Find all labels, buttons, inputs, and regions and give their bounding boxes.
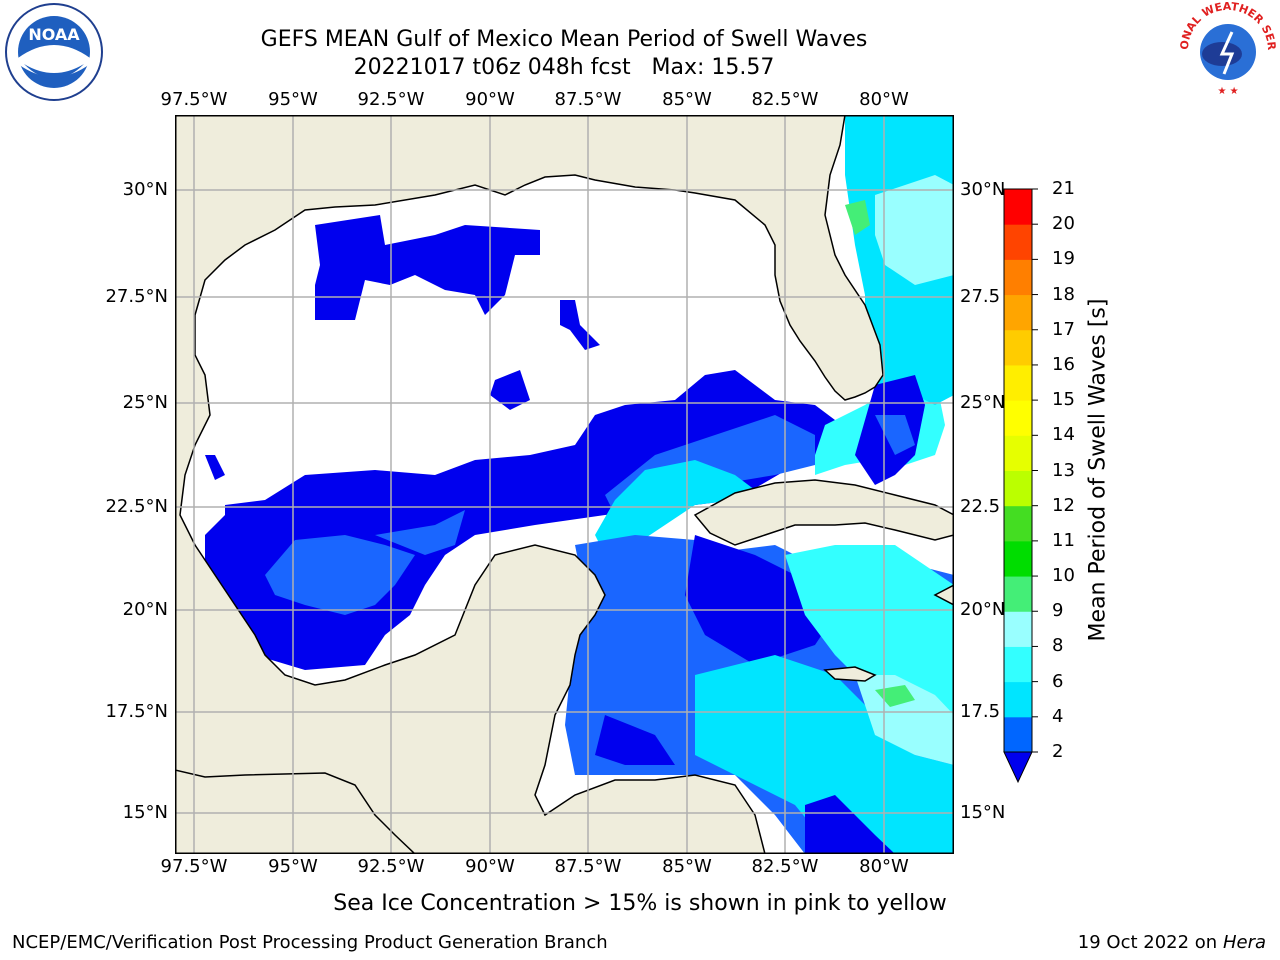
colorbar-tick-label: 14 <box>1052 424 1075 446</box>
colorbar-band <box>1004 224 1032 260</box>
lat-label-left: 15°N <box>122 802 168 823</box>
lon-label-top: 90°W <box>465 89 515 110</box>
lat-label-left: 17.5°N <box>105 701 168 722</box>
colorbar-tick-label: 16 <box>1052 353 1075 375</box>
lon-label-top: 97.5°W <box>160 89 228 110</box>
colorbar-extend-arrow <box>1003 751 1033 784</box>
colorbar-band <box>1004 259 1032 296</box>
gulf-of-mexico-map <box>175 115 954 854</box>
colorbar-band <box>1004 435 1032 471</box>
lon-label-top: 80°W <box>859 89 909 110</box>
footer-host: Hera <box>1222 932 1266 953</box>
footer-credit: NCEP/EMC/Verification Post Processing Pr… <box>12 932 608 953</box>
lon-label-top: 82.5°W <box>751 89 819 110</box>
lat-label-right: 30°N <box>960 179 1006 200</box>
lat-label-right: 15°N <box>960 802 1006 823</box>
lat-label-left: 25°N <box>122 392 168 413</box>
colorbar-band <box>1004 189 1032 225</box>
colorbar-tick-label: 11 <box>1052 529 1075 551</box>
colorbar-band <box>1004 400 1032 436</box>
colorbar-band <box>1004 611 1032 647</box>
colorbar-band <box>1004 329 1032 366</box>
lon-label-bottom: 87.5°W <box>554 856 622 877</box>
lon-label-bottom: 80°W <box>859 856 909 877</box>
colorbar-band <box>1004 470 1032 507</box>
colorbar-band <box>1004 294 1032 331</box>
colorbar-band <box>1004 364 1032 401</box>
colorbar-tick-label: 13 <box>1052 459 1075 481</box>
lon-label-bottom: 97.5°W <box>160 856 228 877</box>
colorbar-tick-label: 6 <box>1052 670 1064 692</box>
colorbar-tick-label: 10 <box>1052 565 1075 587</box>
colorbar-tick-label: 15 <box>1052 389 1075 411</box>
lat-label-right: 22.5 <box>960 496 1001 517</box>
colorbar-tick-label: 18 <box>1052 283 1075 305</box>
footer-date-text: 19 Oct 2022 on <box>1077 932 1223 953</box>
colorbar-tick-label: 4 <box>1052 705 1064 727</box>
colorbar-tick-label: 8 <box>1052 635 1064 657</box>
sea-ice-note: Sea Ice Concentration > 15% is shown in … <box>333 891 947 916</box>
lat-label-left: 30°N <box>122 179 168 200</box>
footer-date: 19 Oct 2022 on Hera <box>1078 932 1266 953</box>
colorbar-label: Mean Period of Swell Waves [s] <box>1085 298 1111 642</box>
gridlines <box>175 115 954 854</box>
lat-label-right: 17.5 <box>960 701 1001 722</box>
lat-label-left: 27.5°N <box>105 286 168 307</box>
lon-label-bottom: 95°W <box>268 856 318 877</box>
colorbar-tick-label: 9 <box>1052 600 1064 622</box>
lat-label-right: 20°N <box>960 599 1006 620</box>
lon-label-top: 85°W <box>662 89 712 110</box>
colorbar <box>1003 188 1038 784</box>
lat-label-right: 27.5 <box>960 286 1001 307</box>
lon-label-top: 95°W <box>268 89 318 110</box>
lon-label-bottom: 92.5°W <box>357 856 425 877</box>
colorbar-band <box>1004 576 1032 612</box>
colorbar-band <box>1004 540 1032 577</box>
lon-label-bottom: 90°W <box>465 856 515 877</box>
colorbar-band <box>1004 646 1032 683</box>
chart-subtitle: 20221017 t06z 048h fcst Max: 15.57 <box>353 55 775 80</box>
lat-label-left: 20°N <box>122 599 168 620</box>
svg-text:★ ★: ★ ★ <box>1217 86 1238 97</box>
lon-label-bottom: 82.5°W <box>751 856 819 877</box>
colorbar-tick-label: 20 <box>1052 213 1075 235</box>
noaa-logo-text: NOAA <box>28 25 80 44</box>
colorbar-tick-label: 2 <box>1052 741 1064 762</box>
colorbar-band <box>1004 505 1032 542</box>
noaa-logo: NOAA <box>5 3 103 101</box>
swell-period-field <box>205 115 954 854</box>
colorbar-tick-label: 12 <box>1052 494 1075 516</box>
lon-label-top: 92.5°W <box>357 89 425 110</box>
land-areas <box>175 115 954 854</box>
colorbar-tick-label: 21 <box>1052 178 1075 199</box>
lat-label-left: 22.5°N <box>105 496 168 517</box>
lon-label-top: 87.5°W <box>554 89 622 110</box>
lon-label-bottom: 85°W <box>662 856 712 877</box>
chart-title: GEFS MEAN Gulf of Mexico Mean Period of … <box>260 27 868 52</box>
colorbar-tick-label: 17 <box>1052 318 1075 340</box>
colorbar-band <box>1004 716 1032 753</box>
nws-logo: NATIONAL WEATHER SERVICE ★ ★ <box>1176 0 1278 100</box>
colorbar-band <box>1004 681 1032 718</box>
lat-label-right: 25°N <box>960 392 1006 413</box>
colorbar-tick-label: 19 <box>1052 248 1075 270</box>
map-frame <box>175 115 954 854</box>
